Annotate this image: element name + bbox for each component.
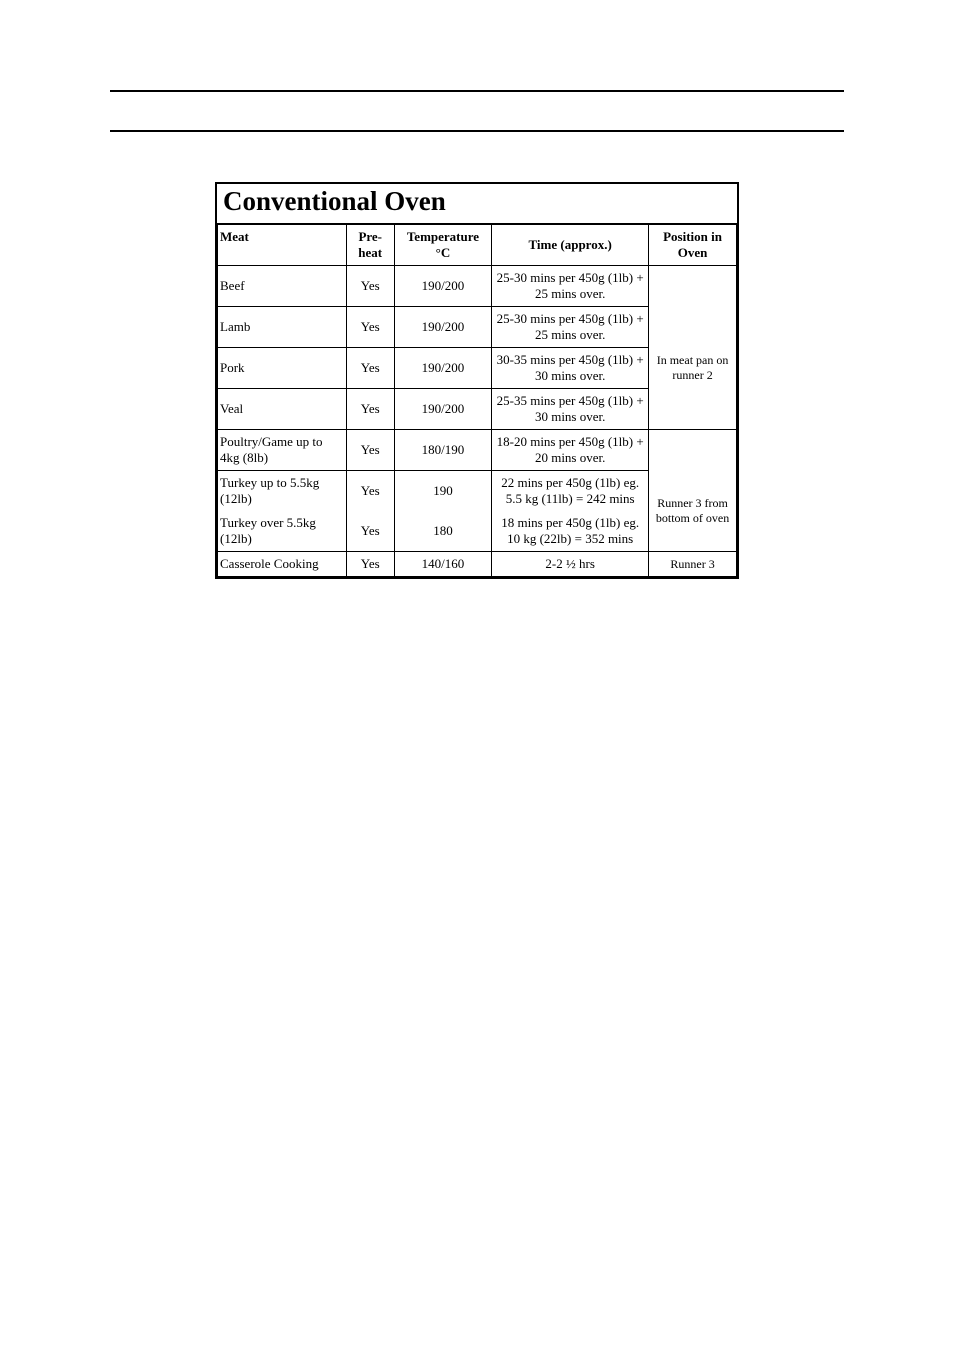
cell-meat: Pork	[218, 348, 347, 389]
cell-preheat: Yes	[346, 430, 394, 471]
cell-temp: 190/200	[394, 348, 492, 389]
table-row: Pork Yes 190/200 30-35 mins per 450g (1l…	[218, 348, 737, 389]
cell-time: 22 mins per 450g (1lb) eg. 5.5 kg (11lb)…	[492, 471, 649, 512]
cell-preheat: Yes	[346, 552, 394, 577]
cell-time: 25-35 mins per 450g (1lb) + 30 mins over…	[492, 389, 649, 430]
cell-temp: 190/200	[394, 307, 492, 348]
divider-top	[110, 90, 844, 92]
document-page: Conventional Oven Meat Pre-heat Temperat…	[0, 0, 954, 579]
table-row: Casserole Cooking Yes 140/160 2-2 ½ hrs …	[218, 552, 737, 577]
cell-meat: Beef	[218, 266, 347, 307]
cell-preheat: Yes	[346, 348, 394, 389]
table-row: Poultry/Game up to 4kg (8lb) Yes 180/190…	[218, 430, 737, 471]
cell-temp: 190/200	[394, 266, 492, 307]
cell-time: 2-2 ½ hrs	[492, 552, 649, 577]
cell-position: In meat pan on runner 2	[649, 348, 737, 389]
cell-time: 18 mins per 450g (1lb) eg. 10 kg (22lb) …	[492, 511, 649, 552]
cooking-table-container: Conventional Oven Meat Pre-heat Temperat…	[215, 182, 739, 579]
table-row: Turkey up to 5.5kg (12lb) Yes 190 22 min…	[218, 471, 737, 512]
cell-preheat: Yes	[346, 266, 394, 307]
header-position: Position in Oven	[649, 225, 737, 266]
cell-position: Runner 3	[649, 552, 737, 577]
cell-position-empty	[649, 430, 737, 471]
cell-temp: 180/190	[394, 430, 492, 471]
divider-second	[110, 130, 844, 132]
cell-position-empty	[649, 307, 737, 348]
header-row: Meat Pre-heat Temperature °C Time (appro…	[218, 225, 737, 266]
table-row: Beef Yes 190/200 25-30 mins per 450g (1l…	[218, 266, 737, 307]
cooking-table: Meat Pre-heat Temperature °C Time (appro…	[217, 224, 737, 577]
cell-temp: 140/160	[394, 552, 492, 577]
cell-preheat: Yes	[346, 389, 394, 430]
cell-time: 18-20 mins per 450g (1lb) + 20 mins over…	[492, 430, 649, 471]
cell-time: 30-35 mins per 450g (1lb) + 30 mins over…	[492, 348, 649, 389]
cell-temp: 180	[394, 511, 492, 552]
cell-time: 25-30 mins per 450g (1lb) + 25 mins over…	[492, 307, 649, 348]
cell-preheat: Yes	[346, 307, 394, 348]
table-title: Conventional Oven	[217, 184, 737, 224]
cell-position-empty	[649, 266, 737, 307]
cell-meat: Turkey up to 5.5kg (12lb)	[218, 471, 347, 512]
cell-position-empty	[649, 389, 737, 430]
header-meat: Meat	[218, 225, 347, 266]
cell-preheat: Yes	[346, 511, 394, 552]
cell-temp: 190	[394, 471, 492, 512]
cell-position: Runner 3 from bottom of oven	[649, 471, 737, 552]
header-preheat: Pre-heat	[346, 225, 394, 266]
cell-time: 25-30 mins per 450g (1lb) + 25 mins over…	[492, 266, 649, 307]
cell-meat: Veal	[218, 389, 347, 430]
cell-temp: 190/200	[394, 389, 492, 430]
header-temperature: Temperature °C	[394, 225, 492, 266]
cell-meat: Lamb	[218, 307, 347, 348]
header-time: Time (approx.)	[492, 225, 649, 266]
table-row: Veal Yes 190/200 25-35 mins per 450g (1l…	[218, 389, 737, 430]
cell-meat: Poultry/Game up to 4kg (8lb)	[218, 430, 347, 471]
cell-preheat: Yes	[346, 471, 394, 512]
cell-meat: Casserole Cooking	[218, 552, 347, 577]
cell-meat: Turkey over 5.5kg (12lb)	[218, 511, 347, 552]
table-row: Lamb Yes 190/200 25-30 mins per 450g (1l…	[218, 307, 737, 348]
